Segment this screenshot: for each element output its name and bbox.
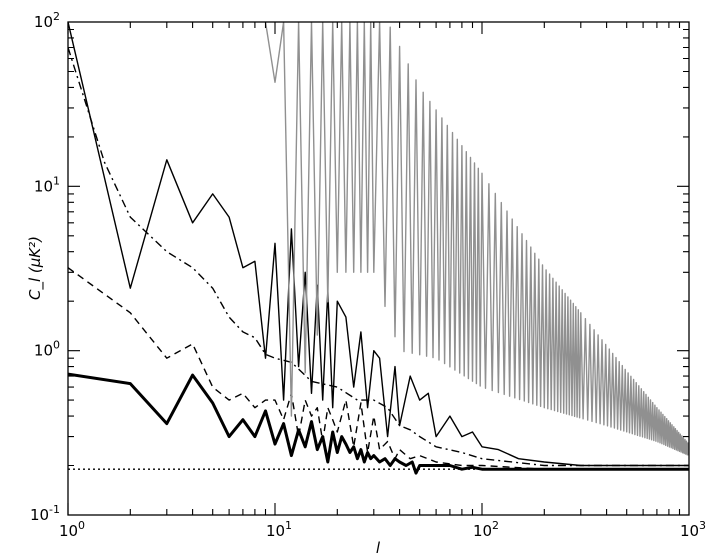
x-tick-label-2: 102 [473, 519, 499, 540]
x-tick-label-0: 100 [59, 519, 85, 540]
y-tick-label-1: 100 [34, 339, 60, 360]
x-tick-label-3: 103 [680, 519, 706, 540]
series-line-5 [264, 22, 689, 456]
y-axis-label-text: C_l (μK²) [26, 236, 45, 300]
y-tick-label-2: 101 [34, 174, 60, 195]
series-line-1 [68, 22, 689, 467]
series-layer [68, 22, 689, 475]
y-tick-label-0: 10-1 [30, 503, 60, 524]
series-line-4 [68, 372, 689, 475]
x-axis-label: l [376, 539, 381, 557]
plot-frame [67, 21, 690, 516]
series-line-3 [68, 267, 689, 470]
series-line-2 [68, 47, 689, 467]
x-tick-label-1: 101 [266, 519, 292, 540]
y-axis-label: C_l (μK²) [26, 236, 45, 300]
y-tick-label-3: 102 [34, 10, 60, 31]
